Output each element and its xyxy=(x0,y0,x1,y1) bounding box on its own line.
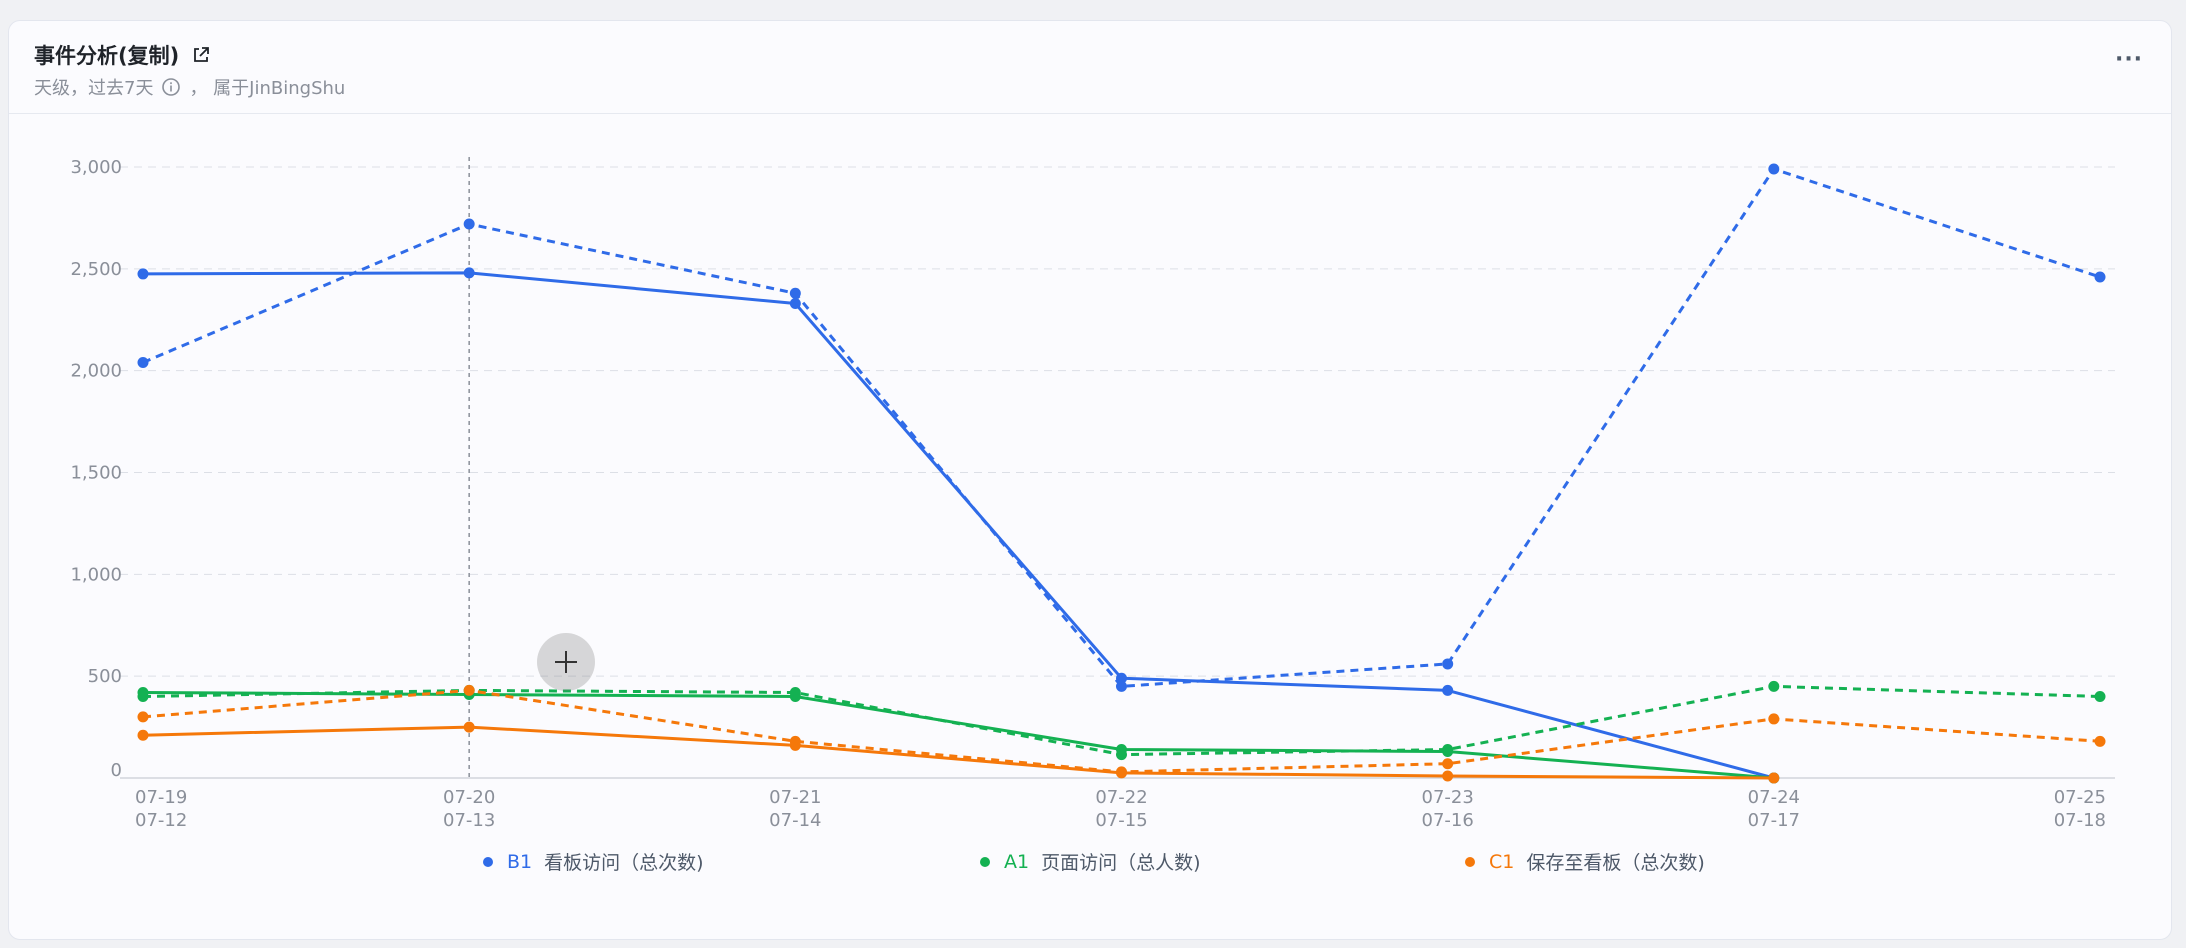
series-point-0 xyxy=(789,297,801,309)
x-tick-label: 07-23 xyxy=(1422,787,1474,808)
series-point-0 xyxy=(137,268,149,280)
x-tick-label: 07-24 xyxy=(1748,787,1800,808)
series-point-1 xyxy=(1442,658,1454,670)
card-title: 事件分析(复制) xyxy=(34,40,211,70)
x-compare-tick-label: 07-16 xyxy=(1422,810,1474,831)
y-tick-label: 500 xyxy=(88,666,122,687)
series-point-5 xyxy=(2094,735,2106,747)
subtitle-prefix: 天级，过去7天 xyxy=(34,78,154,99)
x-compare-tick-label: 07-14 xyxy=(769,810,821,831)
legend-item-c1[interactable]: C1 保存至看板（总次数) xyxy=(1465,848,1705,875)
x-tick-label: 07-25 xyxy=(2054,787,2106,808)
series-point-1 xyxy=(137,357,149,369)
legend-item-a1[interactable]: A1 页面访问（总人数) xyxy=(980,848,1201,875)
series-point-5 xyxy=(137,711,149,723)
x-compare-tick-label: 07-12 xyxy=(135,810,187,831)
series-point-1 xyxy=(463,218,475,230)
series-point-5 xyxy=(789,735,801,747)
series-point-5 xyxy=(1116,766,1127,778)
x-compare-tick-label: 07-17 xyxy=(1748,810,1800,831)
subtitle-suffix: ， 属于JinBingShu xyxy=(189,78,346,99)
x-tick-label: 07-21 xyxy=(769,787,821,808)
series-point-4 xyxy=(1442,770,1454,782)
chart-card: 事件分析(复制) 天级，过去7天 ， 属于JinBingShu ··· xyxy=(8,20,2172,940)
y-tick-label: 1,500 xyxy=(70,463,122,484)
y-tick-label: 1,000 xyxy=(70,564,122,585)
more-options-button[interactable]: ··· xyxy=(2115,45,2143,73)
series-point-0 xyxy=(1442,684,1454,696)
x-tick-label: 07-20 xyxy=(443,787,495,808)
series-point-3 xyxy=(1116,749,1127,761)
series-point-3 xyxy=(2094,691,2106,703)
series-point-1 xyxy=(1116,680,1127,692)
y-tick-label: 3,000 xyxy=(70,157,122,178)
y-tick-label: 2,500 xyxy=(70,259,122,280)
series-point-4 xyxy=(137,729,149,741)
card-title-text: 事件分析(复制) xyxy=(34,44,180,68)
x-compare-tick-label: 07-15 xyxy=(1095,810,1147,831)
series-point-5 xyxy=(463,684,475,696)
legend-label-c1: 保存至看板（总次数) xyxy=(1526,852,1705,874)
legend-item-b1[interactable]: B1 看板访问（总次数) xyxy=(483,848,704,875)
x-tick-label: 07-19 xyxy=(135,787,187,808)
series-point-5 xyxy=(1442,758,1454,770)
series-point-0 xyxy=(463,267,475,279)
series-line-0 xyxy=(142,271,1775,780)
cursor-crosshair-icon xyxy=(537,633,595,691)
y-tick-label: 0 xyxy=(111,760,122,781)
series-point-3 xyxy=(1442,743,1454,755)
series-point-1 xyxy=(2094,271,2106,283)
series-point-3 xyxy=(137,691,149,703)
legend-dot-b1 xyxy=(483,856,493,867)
series-point-1 xyxy=(1768,163,1780,175)
series-point-4 xyxy=(1768,772,1780,784)
series-line-1 xyxy=(142,167,2101,688)
x-compare-tick-label: 07-18 xyxy=(2054,810,2106,831)
card-subtitle: 天级，过去7天 ， 属于JinBingShu xyxy=(34,74,345,100)
series-line-4 xyxy=(142,725,1774,780)
external-link-icon[interactable] xyxy=(191,45,211,65)
series-point-3 xyxy=(1768,680,1780,692)
more-icon: ··· xyxy=(2114,46,2144,72)
info-icon[interactable] xyxy=(161,77,181,97)
legend-id-a1: A1 xyxy=(1004,850,1030,873)
card-header: 事件分析(复制) 天级，过去7天 ， 属于JinBingShu ··· xyxy=(9,21,2171,114)
series-point-3 xyxy=(789,686,801,698)
legend-dot-c1 xyxy=(1465,856,1475,867)
x-compare-tick-label: 07-13 xyxy=(443,810,495,831)
chart-legend: B1 看板访问（总次数) A1 页面访问（总人数) C1 保存至看板（总次数) xyxy=(0,848,2186,878)
series-point-5 xyxy=(1768,713,1780,725)
legend-dot-a1 xyxy=(980,856,990,867)
series-point-4 xyxy=(463,721,475,733)
legend-label-a1: 页面访问（总人数) xyxy=(1041,852,1201,874)
legend-label-b1: 看板访问（总次数) xyxy=(544,852,704,874)
x-tick-label: 07-22 xyxy=(1095,787,1147,808)
series-point-1 xyxy=(789,287,801,299)
y-tick-label: 2,000 xyxy=(70,361,122,382)
legend-id-c1: C1 xyxy=(1489,850,1515,873)
legend-id-b1: B1 xyxy=(507,850,533,873)
